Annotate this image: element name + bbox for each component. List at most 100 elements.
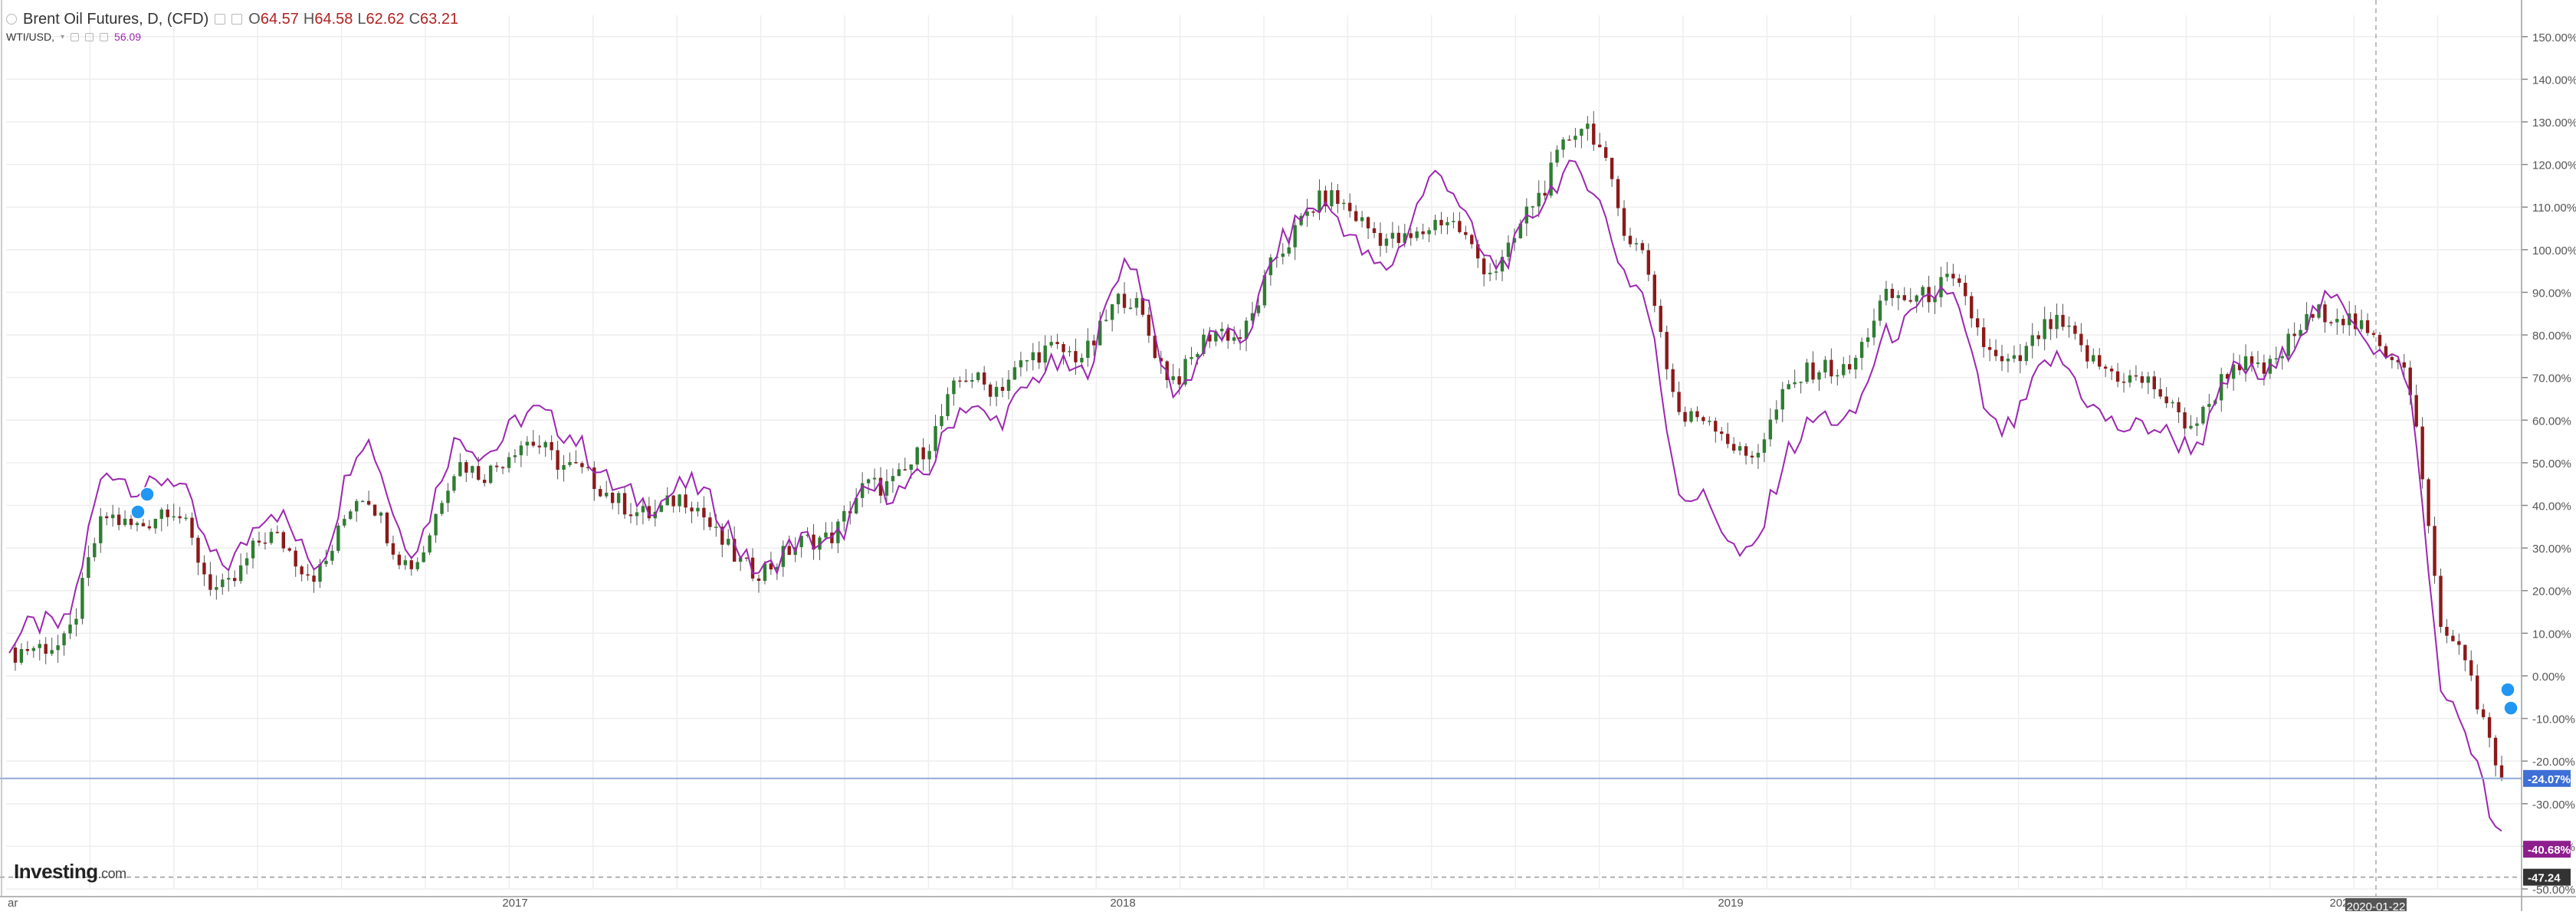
candle-body — [2061, 314, 2065, 327]
candle-body — [2299, 330, 2302, 336]
candle-body — [708, 517, 712, 527]
candle-body — [208, 574, 212, 590]
candle-body — [1793, 382, 1797, 385]
candle-body — [891, 476, 895, 481]
candle-body — [2049, 319, 2053, 330]
candle-body — [1354, 211, 1358, 221]
eye-icon[interactable] — [71, 32, 80, 41]
candle-body — [952, 380, 956, 395]
candle-body — [135, 523, 139, 526]
candle-body — [336, 525, 340, 551]
candle-body — [1025, 360, 1029, 362]
candle-body — [56, 645, 60, 651]
candle-body — [349, 511, 353, 520]
candle-body — [1915, 295, 1918, 302]
candle-body — [1799, 382, 1803, 383]
candle-body — [116, 514, 121, 526]
settings-icon[interactable] — [85, 32, 94, 41]
candle-body — [2122, 382, 2126, 383]
candle-body — [2499, 765, 2504, 778]
collapse-icon[interactable] — [6, 14, 17, 25]
close-square-icon[interactable] — [231, 14, 243, 25]
candle-body — [1458, 221, 1462, 232]
investing-logo: Investing.com — [14, 860, 126, 884]
candle-body — [221, 579, 225, 588]
event-marker-icon[interactable] — [139, 487, 155, 502]
candle-body — [324, 560, 328, 565]
candle-body — [312, 576, 316, 582]
ohlc-value: 64.57 — [260, 10, 299, 28]
candle-body — [1543, 192, 1547, 196]
candle-body — [1902, 295, 1906, 300]
candle-body — [556, 450, 560, 470]
candle-body — [903, 469, 907, 471]
candle-body — [1190, 356, 1193, 359]
candle-body — [2152, 376, 2156, 389]
candle-body — [1330, 190, 1334, 207]
candle-body — [1372, 228, 1377, 234]
candle-body — [921, 447, 925, 460]
candle-body — [2365, 320, 2370, 333]
event-marker-icon[interactable] — [2503, 700, 2519, 716]
candle-body — [251, 540, 255, 559]
candle-body — [970, 379, 974, 382]
candle-body — [2134, 375, 2138, 377]
candle-body — [1659, 306, 1662, 333]
candle-body — [994, 386, 999, 397]
candle-body — [1390, 232, 1395, 239]
candle-body — [62, 633, 66, 646]
candle-body — [720, 526, 724, 545]
grid-lines — [6, 15, 2522, 890]
candle-body — [2024, 346, 2029, 362]
candle-body — [592, 467, 596, 490]
candle-body — [19, 648, 24, 663]
marker-circle — [130, 504, 146, 520]
candle-body — [446, 490, 450, 503]
candle-body — [2305, 313, 2309, 330]
candle-body — [2201, 406, 2205, 424]
y-tick-label: -20.00% — [2532, 756, 2575, 769]
candle-body — [196, 537, 200, 563]
event-marker-icon[interactable] — [130, 504, 146, 520]
dropdown-icon[interactable]: ▾ — [61, 32, 65, 41]
candle-body — [2408, 367, 2412, 395]
candle-body — [1208, 334, 1212, 342]
candle-body — [360, 500, 365, 503]
candle-body — [269, 532, 274, 543]
candle-body — [300, 566, 304, 575]
candle-body — [141, 523, 146, 526]
candle-body — [787, 546, 791, 556]
candle-body — [38, 644, 41, 648]
ohlc-label: H — [303, 10, 315, 28]
candle-body — [232, 578, 237, 582]
candle-body — [1640, 243, 1645, 251]
logo-brand: Investing — [14, 860, 98, 883]
candle-body — [2274, 358, 2279, 360]
candle-body — [866, 479, 871, 484]
candle-body — [2487, 717, 2492, 738]
candle-body — [1464, 231, 1468, 235]
candle-body — [1598, 144, 1602, 148]
settings-square-icon[interactable] — [215, 14, 226, 25]
candle-body — [275, 532, 280, 533]
candle-body — [2098, 355, 2102, 367]
candle-body — [872, 477, 877, 480]
wti-last-value-label: -40.68% — [2528, 844, 2571, 857]
candle-body — [2092, 355, 2095, 362]
candle-body — [1787, 384, 1790, 389]
candle-body — [1695, 411, 1699, 418]
remove-icon[interactable] — [100, 32, 109, 41]
candle-body — [1494, 271, 1498, 273]
candle-body — [543, 441, 547, 448]
candle-body — [1652, 274, 1656, 307]
candle-body — [1689, 411, 1693, 422]
ohlc-value: 63.21 — [420, 10, 459, 28]
event-marker-icon[interactable] — [2500, 682, 2515, 697]
event-markers[interactable] — [130, 487, 2519, 716]
candle-body — [1049, 342, 1053, 346]
candle-body — [799, 536, 803, 547]
candle-body — [1476, 244, 1480, 259]
candle-body — [2371, 333, 2376, 336]
